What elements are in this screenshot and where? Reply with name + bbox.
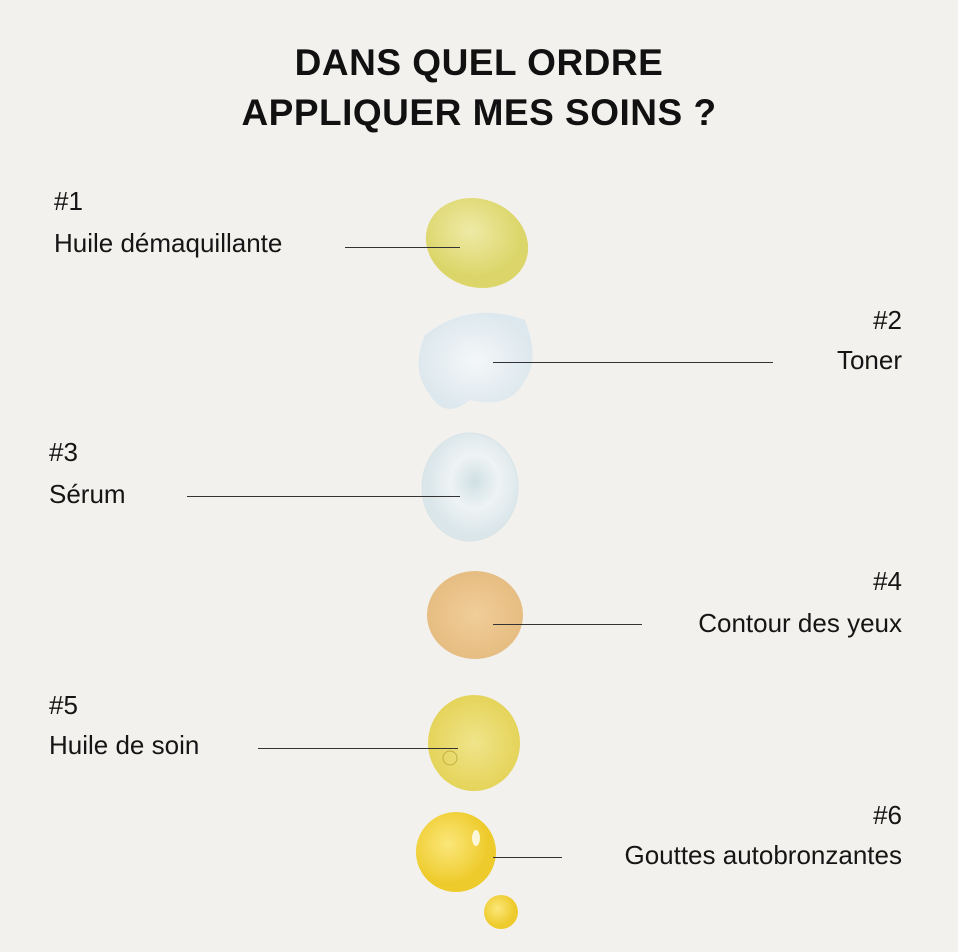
toner-blob [418,312,533,409]
step-4-label: Contour des yeux [698,608,902,638]
step-5-connector [258,748,458,749]
eye-contour-blob [427,571,523,659]
step-1-connector [345,247,460,248]
title-line-2: APPLIQUER MES SOINS ? [241,92,717,133]
step-1-number: #1 [54,186,83,216]
step-3-connector [187,496,460,497]
step-2-connector [493,362,773,363]
care-oil-blob [428,695,520,791]
cleansing-oil-blob [425,197,529,289]
step-6-connector [493,857,562,858]
step-6-label: Gouttes autobronzantes [624,840,902,870]
step-2-label: Toner [836,345,902,375]
self-tan-drop-small [484,895,518,929]
page-title: DANS QUEL ORDRE APPLIQUER MES SOINS ? [0,38,958,138]
serum-blob [421,432,519,542]
step-5-number: #5 [49,690,78,720]
step-6-number: #6 [873,800,902,830]
step-4-connector [493,624,642,625]
bubble-icon [442,750,458,766]
step-1-label: Huile démaquillante [54,228,283,258]
step-5-label: Huile de soin [49,730,200,760]
step-4-number: #4 [873,566,902,596]
step-3-number: #3 [49,437,78,467]
title-line-1: DANS QUEL ORDRE [294,42,664,83]
step-3-label: Sérum [49,479,126,509]
self-tan-drop-large [416,812,496,892]
highlight-icon [472,830,480,846]
step-2-number: #2 [873,305,902,335]
